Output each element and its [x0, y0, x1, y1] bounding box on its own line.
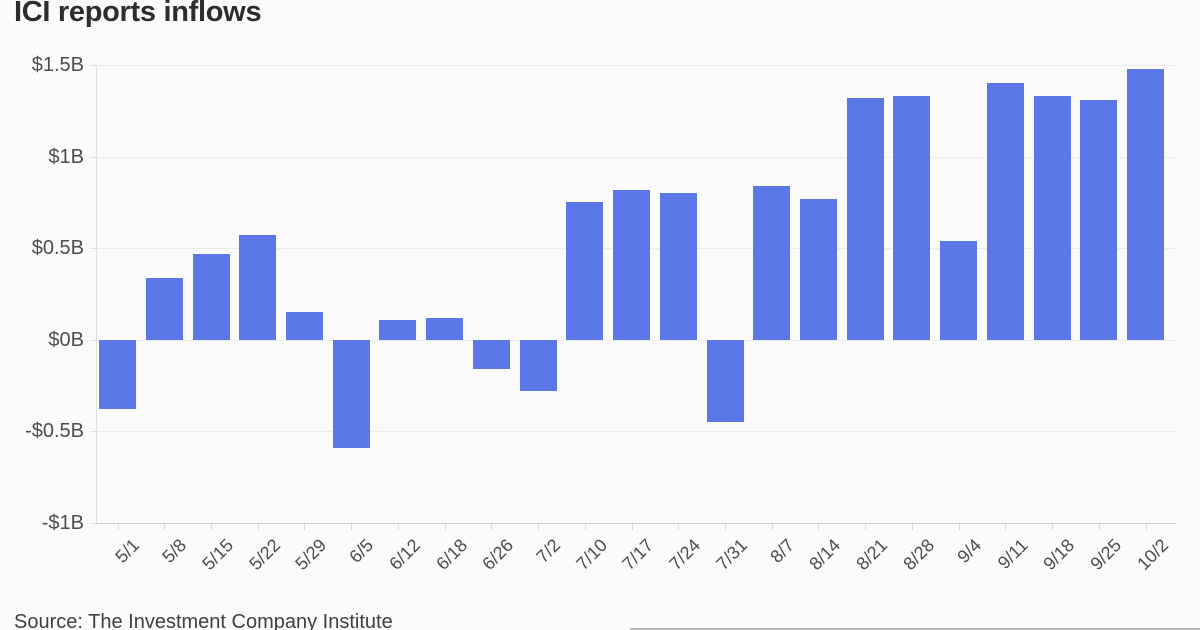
x-axis-tick: [257, 523, 259, 530]
gridline: [96, 156, 1176, 158]
y-axis-label: $1.5B: [31, 54, 84, 76]
y-axis-tick: [90, 248, 96, 250]
bar-5-1: [99, 339, 136, 410]
x-axis-label: 7/10: [572, 535, 611, 574]
x-axis-label: 7/2: [532, 535, 565, 567]
x-axis-label: 9/11: [993, 535, 1032, 573]
x-axis-tick: [1052, 523, 1054, 530]
x-axis-tick: [117, 523, 119, 530]
x-axis-tick: [911, 523, 913, 530]
y-axis-tick: [90, 339, 96, 341]
bar-8-14: [799, 198, 837, 340]
x-axis-label: 7/24: [665, 535, 705, 574]
y-axis-label: $0.5B: [31, 237, 84, 260]
x-axis-label: 7/17: [618, 535, 658, 574]
x-axis-label: 10/2: [1132, 535, 1172, 574]
x-axis-tick: [491, 523, 493, 530]
bar-7-10: [566, 202, 604, 340]
x-axis-label: 6/12: [385, 535, 425, 574]
x-axis-tick: [444, 523, 446, 530]
bar-6-5: [332, 339, 370, 448]
x-axis-label: 8/21: [852, 535, 892, 574]
x-axis-tick: [351, 523, 353, 530]
y-axis-tick: [90, 431, 96, 433]
y-axis-label: $0B: [48, 328, 84, 351]
x-axis-label: 8/7: [766, 535, 798, 567]
x-axis-tick: [631, 523, 633, 530]
x-axis-line: [96, 523, 1176, 524]
x-axis-label: 8/14: [805, 535, 845, 574]
y-axis-tick: [90, 65, 96, 66]
x-axis-label: 5/29: [291, 535, 331, 574]
x-axis-tick: [1098, 523, 1100, 530]
x-axis-label: 6/26: [478, 535, 518, 574]
bar-6-12: [379, 319, 417, 340]
bar-5-15: [192, 253, 230, 340]
bar-7-2: [519, 339, 557, 392]
bar-8-21: [846, 98, 884, 340]
y-axis-label: -$1B: [41, 512, 84, 534]
x-axis-tick: [678, 523, 680, 530]
bar-7-31: [706, 339, 744, 423]
bar-8-7: [753, 185, 791, 340]
bar-6-26: [472, 339, 510, 370]
bar-9-25: [1080, 99, 1118, 340]
x-axis-tick: [211, 523, 212, 530]
bar-7-17: [613, 189, 650, 340]
bar-7-24: [659, 193, 697, 340]
y-axis-line: [96, 65, 97, 523]
x-axis-tick: [1145, 523, 1147, 530]
bar-10-2: [1127, 68, 1165, 340]
bottom-border-line: [630, 628, 1200, 630]
gridline: [96, 65, 1176, 66]
gridline: [96, 431, 1176, 433]
x-axis-tick: [538, 523, 540, 530]
x-axis-tick: [771, 523, 773, 530]
x-axis-label: 6/5: [345, 535, 378, 567]
bar-9-11: [986, 83, 1024, 340]
bar-6-18: [426, 317, 464, 340]
x-axis-tick: [397, 523, 399, 530]
x-axis-tick: [304, 523, 306, 530]
x-axis-label: 6/18: [431, 535, 471, 574]
x-axis-tick: [725, 523, 726, 530]
x-axis-label: 5/8: [158, 535, 191, 567]
y-axis-tick: [90, 156, 96, 158]
x-axis-tick: [865, 523, 867, 530]
bar-5-8: [145, 277, 183, 340]
y-axis-label: -$0.5B: [25, 420, 84, 443]
x-axis-tick: [584, 523, 586, 530]
x-axis-label: 9/4: [952, 535, 985, 567]
bar-5-22: [239, 235, 277, 340]
y-axis-tick: [90, 523, 96, 524]
bar-8-28: [893, 96, 931, 340]
y-axis-label: $1B: [48, 145, 84, 168]
x-axis-label: 9/25: [1086, 535, 1125, 574]
x-axis-tick: [818, 523, 820, 530]
x-axis-label: 8/28: [899, 535, 939, 574]
gridline: [96, 339, 1176, 341]
bar-9-18: [1033, 96, 1071, 340]
x-axis-label: 5/22: [244, 535, 284, 574]
x-axis-label: 9/18: [1039, 535, 1079, 574]
x-axis-tick: [164, 523, 166, 530]
source-note: Source: The Investment Company Institute: [14, 611, 393, 630]
bar-5-29: [285, 312, 323, 340]
x-axis-tick: [958, 523, 960, 530]
x-axis-tick: [1005, 523, 1007, 530]
chart-title: ICI reports inflows: [14, 0, 262, 28]
bar-9-4: [940, 240, 978, 340]
x-axis-label: 5/15: [198, 535, 238, 574]
x-axis-label: 7/31: [712, 535, 752, 574]
x-axis-label: 5/1: [111, 535, 144, 567]
